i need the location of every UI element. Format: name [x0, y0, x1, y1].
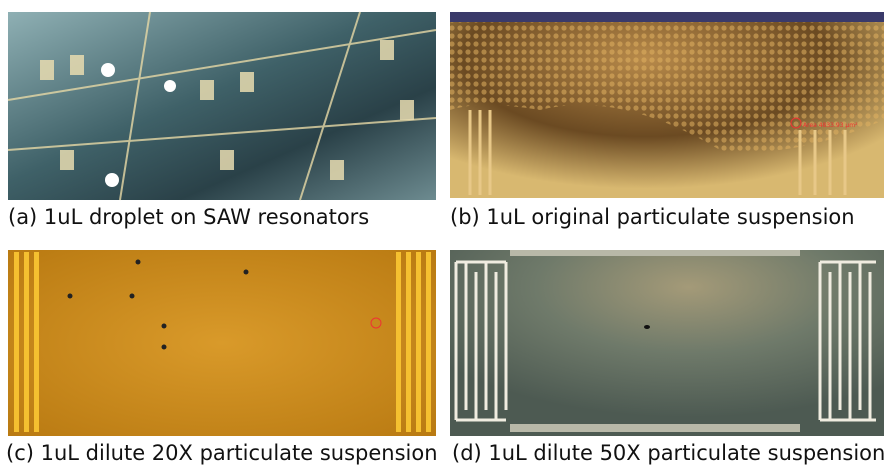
photo-d [450, 250, 884, 436]
photo-a [8, 12, 436, 200]
figure: Area 4833.93 µm² (a) 1uL droplet on SAW … [0, 0, 888, 466]
photo-b: Area 4833.93 µm² [450, 12, 884, 198]
caption: (c) 1uL dilute 20X particulate suspensio… [6, 441, 438, 465]
caption: (d) 1uL dilute 50X particulate suspensio… [452, 441, 885, 465]
caption: (b) 1uL original particulate suspension [450, 205, 855, 229]
annotation: Area 4833.93 µm² [803, 122, 858, 129]
caption: (a) 1uL droplet on SAW resonators [8, 205, 369, 229]
photo-c [8, 250, 436, 436]
